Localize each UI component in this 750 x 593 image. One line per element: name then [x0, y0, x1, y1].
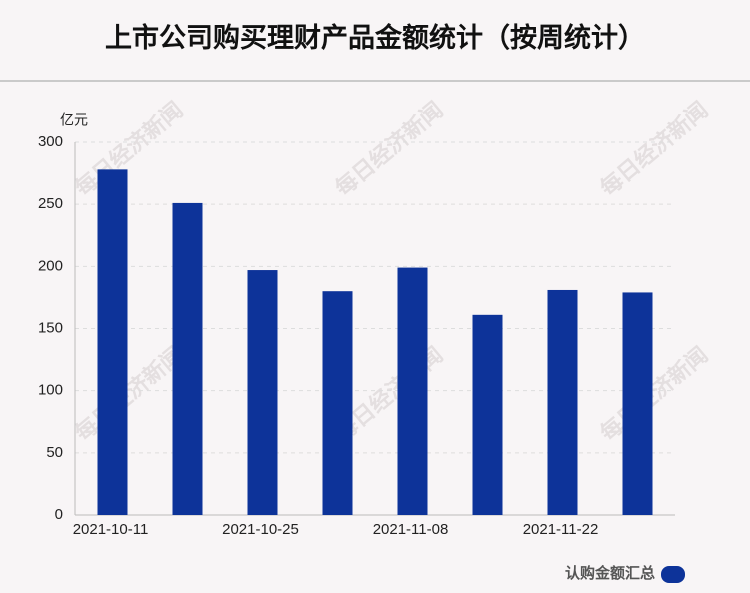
y-tick-label: 100 [38, 382, 63, 399]
x-tick-label: 2021-10-11 [73, 521, 149, 538]
chart-title: 上市公司购买理财产品金额统计（按周统计） [105, 22, 645, 53]
watermark: 每日经济新闻 [595, 97, 713, 202]
bar [172, 202, 203, 515]
legend-swatch [661, 566, 685, 583]
bar [322, 291, 353, 515]
watermark: 每日经济新闻 [595, 342, 713, 447]
watermark: 每日经济新闻 [70, 342, 188, 447]
y-tick-label: 200 [38, 257, 63, 274]
watermark: 每日经济新闻 [330, 97, 448, 202]
bar [622, 292, 653, 515]
bar [472, 314, 503, 515]
watermark: 每日经济新闻 [70, 97, 188, 202]
y-axis-unit: 亿元 [60, 112, 88, 128]
y-tick-label: 150 [38, 319, 63, 336]
bar [97, 169, 128, 515]
y-tick-label: 50 [46, 444, 63, 461]
y-tick-label: 300 [38, 133, 63, 150]
bar [547, 289, 578, 515]
bar [397, 267, 428, 515]
y-tick-label: 250 [38, 195, 63, 212]
x-tick-label: 2021-11-08 [373, 521, 449, 538]
legend-label: 认购金额汇总 [565, 564, 655, 582]
x-tick-label: 2021-10-25 [222, 521, 299, 538]
bar [247, 270, 278, 515]
y-tick-label: 0 [55, 506, 63, 523]
x-tick-label: 2021-11-22 [523, 521, 599, 538]
